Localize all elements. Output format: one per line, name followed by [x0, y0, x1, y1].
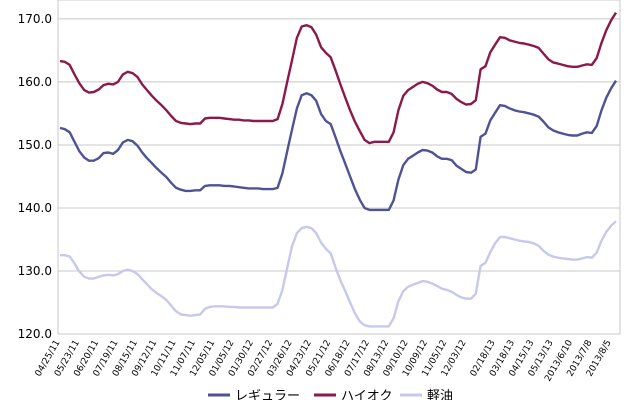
- y-tick-label: 140.0: [18, 201, 52, 215]
- legend-label: 軽油: [427, 389, 453, 400]
- legend-label: ハイオク: [341, 389, 392, 400]
- y-axis-ticks: 120.0 130.0 140.0 150.0 160.0 170.0: [18, 12, 52, 341]
- y-tick-label: 130.0: [18, 264, 52, 278]
- y-tick-label: 150.0: [18, 138, 52, 152]
- y-tick-label: 160.0: [18, 75, 52, 89]
- x-axis-ticks: 04/25/1105/23/1106/20/1107/19/1108/15/11…: [34, 338, 614, 383]
- series-line-2: [60, 220, 617, 328]
- series-line-1: [59, 11, 618, 145]
- y-tick-label: 170.0: [18, 12, 52, 26]
- series-line-0: [59, 80, 618, 212]
- series-lines: [59, 11, 618, 328]
- y-tick-label: 120.0: [18, 327, 52, 341]
- plot-area: [57, 0, 621, 335]
- legend-label: レギュラー: [235, 389, 300, 400]
- legend: レギュラー ハイオク 軽油: [208, 389, 453, 400]
